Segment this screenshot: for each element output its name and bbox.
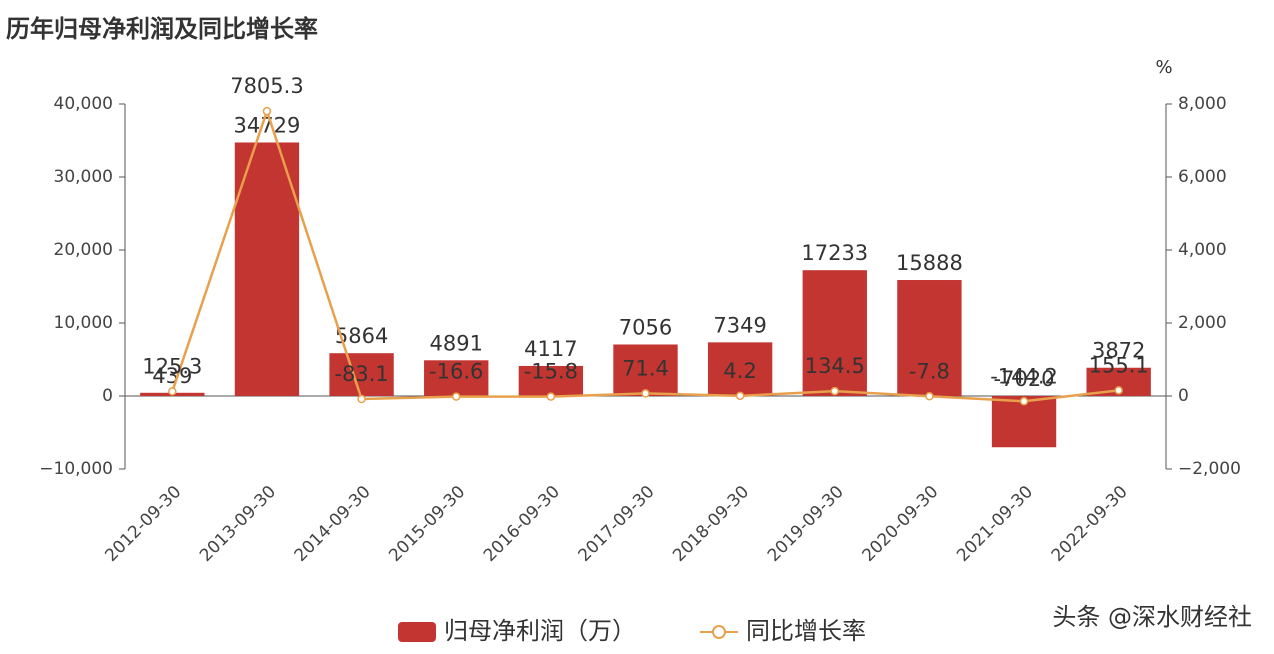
chart-title: 历年归母净利润及同比增长率 <box>6 15 318 43</box>
bar-value-label: 4891 <box>430 331 483 355</box>
bar <box>707 342 773 396</box>
x-tick-label: 2012-09-30 <box>101 482 185 566</box>
bar <box>802 270 867 396</box>
bar <box>613 344 678 396</box>
x-tick-label: 2015-09-30 <box>385 482 469 566</box>
bar <box>234 142 300 396</box>
y2-tick-label: 0 <box>1178 386 1189 406</box>
bar <box>424 360 489 396</box>
bar <box>329 353 394 396</box>
x-tick-label: 2016-09-30 <box>480 482 564 566</box>
line-value-label: 7805.3 <box>230 74 303 98</box>
legend-swatch <box>398 622 436 642</box>
x-tick-label: 2021-09-30 <box>953 482 1037 566</box>
x-tick-label: 2018-09-30 <box>669 482 753 566</box>
line-point <box>451 392 461 401</box>
x-tick-label: 2020-09-30 <box>858 482 942 566</box>
bar-value-label: 4117 <box>524 337 577 361</box>
legend-label: 归母净利润（万） <box>444 617 636 645</box>
bar-value-label: -7020 <box>994 367 1055 391</box>
bar <box>897 280 962 396</box>
line-point <box>357 394 366 404</box>
line-value-label: -16.6 <box>429 360 483 384</box>
y2-tick-label: 8,000 <box>1178 94 1227 114</box>
bar-value-label: 15888 <box>896 251 963 275</box>
bar-value-label: 17233 <box>801 241 868 265</box>
line-point <box>546 392 556 401</box>
line-point <box>168 387 177 396</box>
x-tick-label: 2013-09-30 <box>196 482 280 566</box>
y2-tick-label: 6,000 <box>1178 167 1227 187</box>
line-value-label: 134.5 <box>805 354 865 378</box>
line-value-label: -7.8 <box>909 359 950 383</box>
bar-value-label: 34729 <box>234 113 301 137</box>
line-point <box>641 389 650 398</box>
line-point <box>262 106 272 116</box>
line-value-label: 4.2 <box>723 359 756 383</box>
y2-axis-title: % <box>1155 57 1172 78</box>
line-value-label: 125.3 <box>142 354 202 378</box>
line-value-label: -144.2 <box>990 364 1058 388</box>
y-tick-label: 30,000 <box>54 167 113 187</box>
x-tick-label: 2014-09-30 <box>291 482 375 566</box>
x-tick-label: 2022-09-30 <box>1048 482 1132 566</box>
line-value-label: -83.1 <box>334 362 388 386</box>
bar <box>518 365 584 396</box>
line-point <box>925 392 934 401</box>
y2-tick-label: −2,000 <box>1178 459 1241 479</box>
line-value-label: 155.1 <box>1089 353 1149 377</box>
bar-value-label: 7349 <box>713 313 766 337</box>
line-point <box>1114 386 1123 395</box>
line-point <box>735 391 745 401</box>
y-tick-label: 10,000 <box>54 313 113 333</box>
y2-tick-label: 4,000 <box>1178 240 1227 260</box>
y-tick-label: 0 <box>102 386 113 406</box>
y-tick-label: −10,000 <box>39 459 113 479</box>
legend-swatch <box>712 625 726 639</box>
bar-value-label: 439 <box>152 364 192 388</box>
y-tick-label: 40,000 <box>54 94 113 114</box>
x-tick-label: 2019-09-30 <box>764 482 848 566</box>
x-tick-label: 2017-09-30 <box>575 482 659 566</box>
bar-value-label: 7056 <box>619 315 672 339</box>
line-point <box>830 386 840 396</box>
y2-tick-label: 2,000 <box>1178 313 1227 333</box>
line-point <box>1019 397 1029 406</box>
watermark: 头条 @深水财经社 <box>1052 603 1252 631</box>
legend-label: 同比增长率 <box>746 617 866 645</box>
line-value-label: -15.8 <box>524 360 578 384</box>
line-value-label: 71.4 <box>622 356 669 380</box>
bar-value-label: 3872 <box>1092 339 1145 363</box>
y-tick-label: 20,000 <box>54 240 113 260</box>
